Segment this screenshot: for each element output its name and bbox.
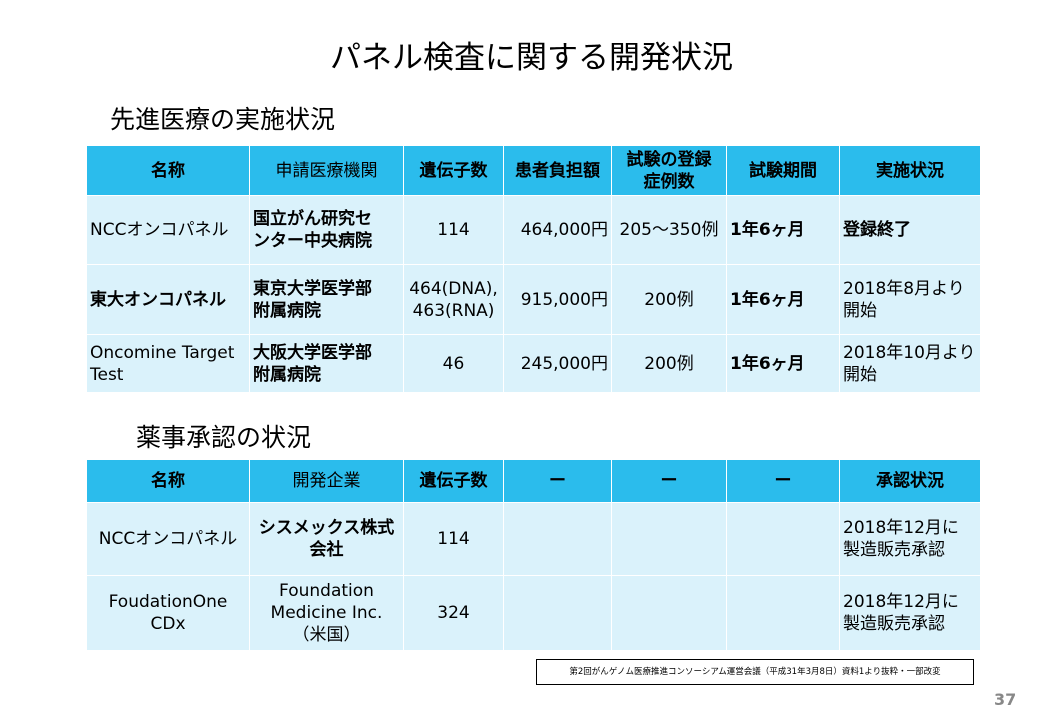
cell-institution: 東京大学医学部 附属病院: [249, 264, 404, 335]
header-gene-count: 遺伝子数: [403, 145, 504, 196]
page-number: 37: [994, 690, 1017, 709]
header-trial-period: 試験期間: [726, 145, 840, 196]
cell-gene-count: 114: [403, 195, 504, 265]
cell-period: 1年6ヶ月: [726, 195, 840, 265]
source-footnote: 第2回がんゲノム医療推進コンソーシアム運営会議（平成31年3月8日）資料1より抜…: [536, 659, 974, 685]
header-status: 実施状況: [839, 145, 981, 196]
section-heading-regulatory-approval: 薬事承認の状況: [136, 423, 312, 452]
cell-approval-status: 2018年12月に 製造販売承認: [839, 502, 981, 576]
cell-cases: 200例: [611, 264, 727, 335]
cell-status: 2018年8月より 開始: [839, 264, 981, 335]
table-row: NCCオンコパネル 国立がん研究セ ンター中央病院 114 464,000円 2…: [86, 195, 981, 265]
cell-gene-count: 114: [403, 502, 504, 576]
cell-developer: Foundation Medicine Inc. （米国）: [249, 575, 404, 651]
cell-name: FoudationOne CDx: [86, 575, 250, 651]
cell-approval-status: 2018年12月に 製造販売承認: [839, 575, 981, 651]
table-row: 東大オンコパネル 東京大学医学部 附属病院 464(DNA), 463(RNA)…: [86, 264, 981, 335]
header-applicant-institution: 申請医療機関: [249, 145, 404, 196]
header-empty-3: ー: [726, 459, 840, 503]
header-gene-count: 遺伝子数: [403, 459, 504, 503]
cell-institution: 国立がん研究セ ンター中央病院: [249, 195, 404, 265]
cell-institution: 大阪大学医学部 附属病院: [249, 334, 404, 393]
cell-gene-count: 464(DNA), 463(RNA): [403, 264, 504, 335]
cell-cost: 464,000円: [503, 195, 612, 265]
regulatory-approval-table: 名称 開発企業 遺伝子数 ー ー ー 承認状況 NCCオンコパネル シスメックス…: [86, 459, 981, 651]
header-enrolled-cases: 試験の登録 症例数: [611, 145, 727, 196]
cell-period: 1年6ヶ月: [726, 334, 840, 393]
advanced-medicine-table: 名称 申請医療機関 遺伝子数 患者負担額 試験の登録 症例数 試験期間 実施状況…: [86, 145, 981, 393]
cell-empty: [726, 502, 840, 576]
cell-developer: シスメックス株式 会社: [249, 502, 404, 576]
section-heading-advanced-medicine: 先進医療の実施状況: [110, 105, 336, 134]
cell-cost: 245,000円: [503, 334, 612, 393]
cell-name: NCCオンコパネル: [86, 502, 250, 576]
header-empty-2: ー: [611, 459, 727, 503]
cell-name: 東大オンコパネル: [86, 264, 250, 335]
cell-empty: [611, 575, 727, 651]
table-header-row: 名称 申請医療機関 遺伝子数 患者負担額 試験の登録 症例数 試験期間 実施状況: [86, 145, 981, 196]
header-developer: 開発企業: [249, 459, 404, 503]
header-name: 名称: [86, 145, 250, 196]
header-approval-status: 承認状況: [839, 459, 981, 503]
table-row: NCCオンコパネル シスメックス株式 会社 114 2018年12月に 製造販売…: [86, 502, 981, 576]
cell-status: 2018年10月より 開始: [839, 334, 981, 393]
cell-name: Oncomine Target Test: [86, 334, 250, 393]
cell-period: 1年6ヶ月: [726, 264, 840, 335]
cell-cases: 200例: [611, 334, 727, 393]
table-row: Oncomine Target Test 大阪大学医学部 附属病院 46 245…: [86, 334, 981, 393]
slide-title: パネル検査に関する開発状況: [330, 40, 733, 76]
header-name: 名称: [86, 459, 250, 503]
header-empty-1: ー: [503, 459, 612, 503]
cell-gene-count: 46: [403, 334, 504, 393]
cell-empty: [726, 575, 840, 651]
table-header-row: 名称 開発企業 遺伝子数 ー ー ー 承認状況: [86, 459, 981, 503]
header-patient-cost: 患者負担額: [503, 145, 612, 196]
cell-cases: 205～350例: [611, 195, 727, 265]
cell-cost: 915,000円: [503, 264, 612, 335]
cell-empty: [503, 502, 612, 576]
table-row: FoudationOne CDx Foundation Medicine Inc…: [86, 575, 981, 651]
cell-gene-count: 324: [403, 575, 504, 651]
cell-empty: [611, 502, 727, 576]
cell-empty: [503, 575, 612, 651]
cell-status: 登録終了: [839, 195, 981, 265]
cell-name: NCCオンコパネル: [86, 195, 250, 265]
